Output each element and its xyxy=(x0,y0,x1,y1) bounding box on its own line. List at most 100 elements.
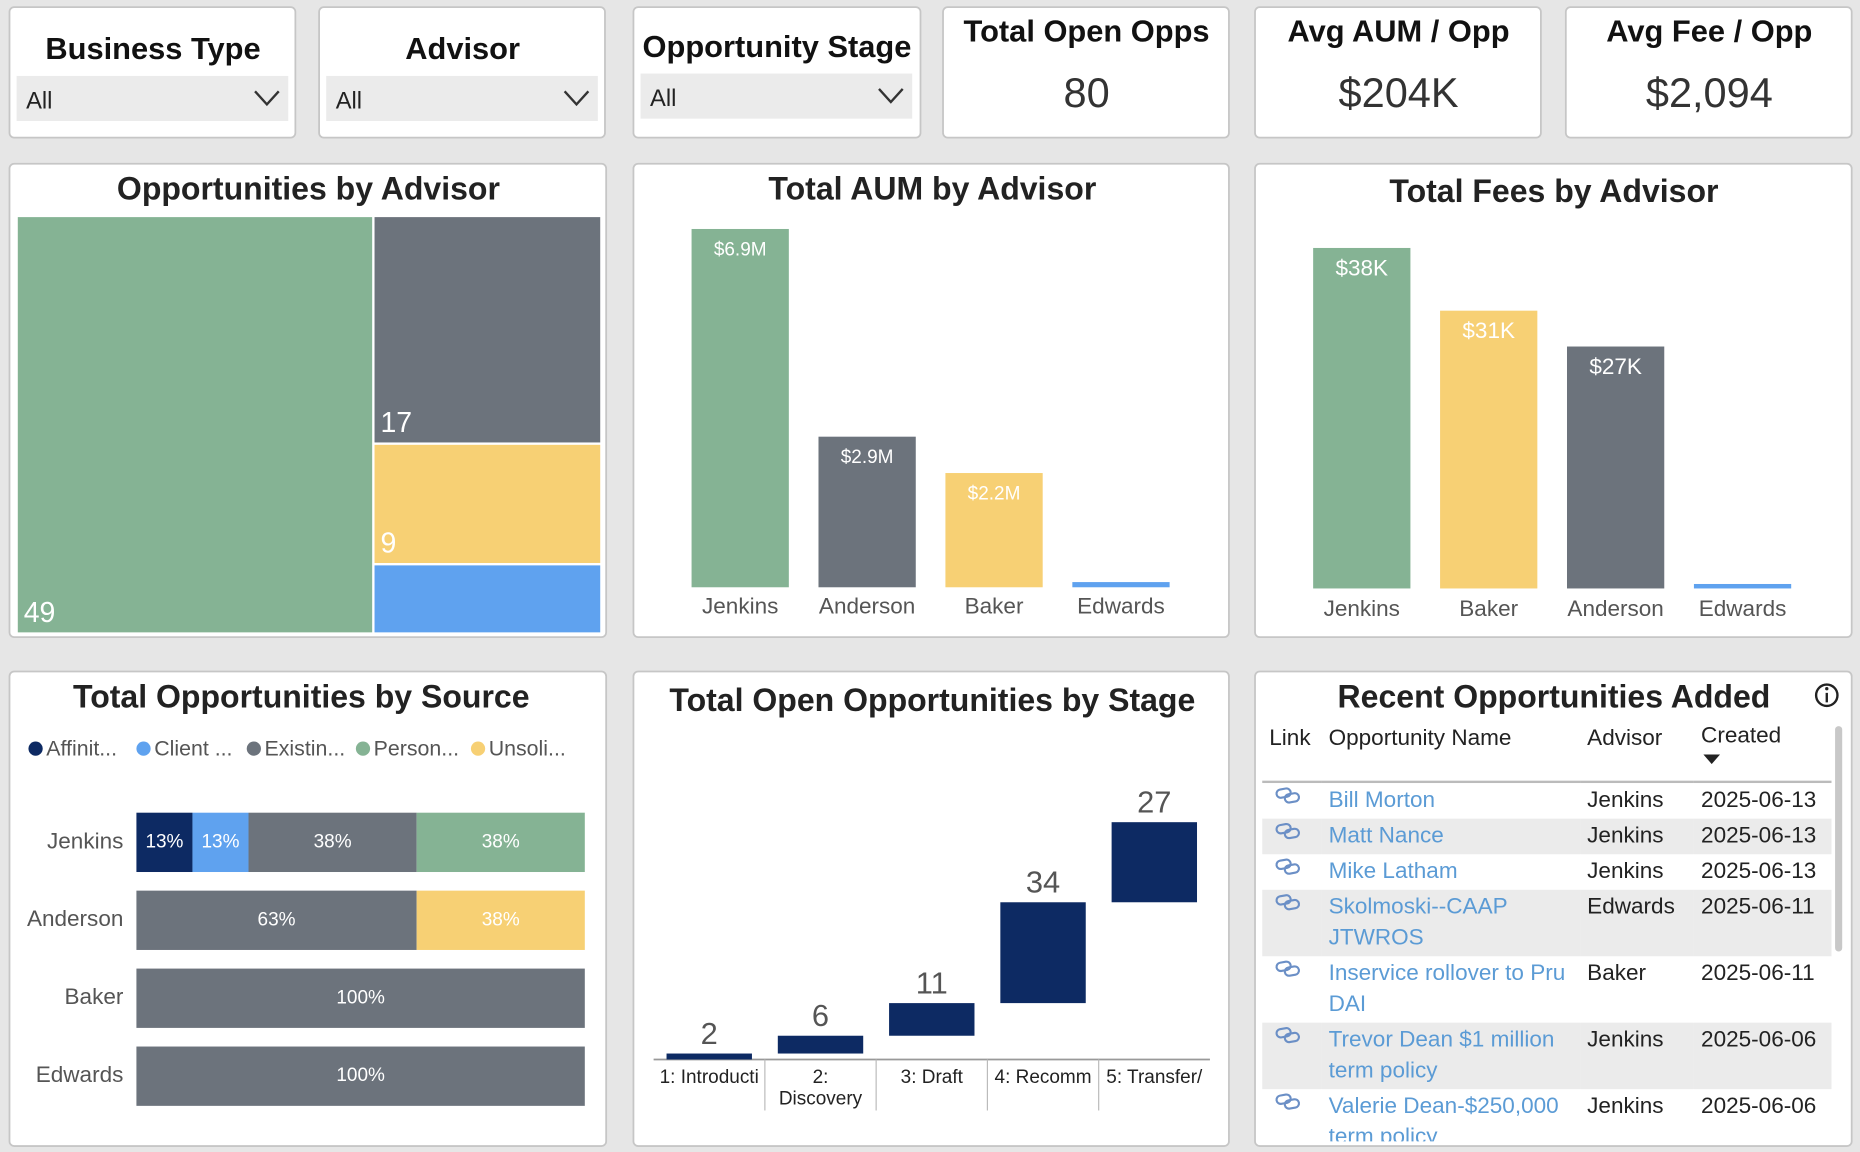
dropdown[interactable] xyxy=(640,73,913,119)
link-icon[interactable] xyxy=(1274,785,1302,806)
waterfall-bar xyxy=(777,1035,864,1054)
x-tick-label: Baker xyxy=(965,593,1024,618)
opportunity-name[interactable]: Bill Morton xyxy=(1328,787,1436,813)
link-cell[interactable] xyxy=(1262,1022,1322,1090)
column-header[interactable]: Opportunity Name xyxy=(1321,721,1581,784)
table-row: Trevor Dean $1 million term policy Jenkin… xyxy=(1262,1022,1832,1090)
sort-indicator xyxy=(1703,754,1721,765)
bar-segment xyxy=(192,812,249,873)
y-tick-label: Edwards xyxy=(36,1062,124,1087)
link-loop xyxy=(1283,1031,1301,1044)
column-header-text[interactable]: Advisor xyxy=(1587,726,1663,751)
treemap-tile xyxy=(374,217,601,443)
table-row: Inservice rollover to Pru DAI Baker 2025-0… xyxy=(1262,956,1831,1022)
dropdown-chevron[interactable] xyxy=(254,90,280,107)
legend-marker xyxy=(28,741,43,756)
link-icon[interactable] xyxy=(1274,1025,1302,1046)
table-cell: Baker xyxy=(1587,960,1647,986)
opportunity-name[interactable]: Inservice rollover to Pru DAI xyxy=(1328,960,1566,1017)
legend-label: Affinit... xyxy=(46,736,117,760)
column-header[interactable]: Created xyxy=(1693,721,1832,784)
legend-label: Person... xyxy=(374,736,459,760)
sort-arrow xyxy=(1703,754,1721,765)
dropdown[interactable] xyxy=(326,75,598,122)
table-title: Recent Opportunities Added xyxy=(1338,678,1771,714)
info-icon-dot xyxy=(1825,687,1829,691)
table-row: Skolmoski--CAAP JTWROS Edwards 2025-06-11 xyxy=(1262,889,1832,957)
opportunity-name[interactable]: Skolmoski--CAAP JTWROS xyxy=(1321,889,1581,957)
link-cell[interactable] xyxy=(1262,782,1321,819)
tile-label: 17 xyxy=(380,407,412,439)
kpi-value: $204K xyxy=(1339,69,1459,116)
filter-label: Opportunity Stage xyxy=(643,29,912,64)
waterfall-bar xyxy=(666,1053,752,1060)
link-cell[interactable] xyxy=(1262,956,1321,1022)
column-header[interactable]: Link xyxy=(1262,721,1322,784)
opportunity-name[interactable]: Trevor Dean $1 million term policy xyxy=(1321,1022,1581,1090)
table-row: Matt Nance Jenkins 2025-06-13 xyxy=(1262,818,1832,855)
bar xyxy=(818,436,916,588)
kpi-label: Total Open Opps xyxy=(964,13,1210,48)
column-header[interactable]: Advisor xyxy=(1580,721,1694,784)
kpi-value: 80 xyxy=(1063,69,1109,116)
dropdown[interactable] xyxy=(16,75,289,122)
link-icon[interactable] xyxy=(1274,959,1302,980)
table-cell: 2025-06-06 xyxy=(1693,1022,1832,1090)
column-header-text[interactable]: Link xyxy=(1269,726,1311,751)
link-icon[interactable] xyxy=(1274,892,1302,913)
link-glyph xyxy=(1275,960,1301,977)
y-tick-label: Jenkins xyxy=(47,828,123,853)
link-loop xyxy=(1283,827,1301,840)
data-label: 13% xyxy=(145,831,183,852)
column-header-text[interactable]: Created xyxy=(1701,723,1782,749)
data-label: 100% xyxy=(336,987,385,1008)
legend-marker xyxy=(355,741,371,756)
legend-marker xyxy=(246,741,261,756)
opportunity-name[interactable]: Mike Latham xyxy=(1328,858,1458,884)
chart-panel xyxy=(632,670,1230,1147)
scrollbar[interactable] xyxy=(1835,726,1843,952)
data-label: 13% xyxy=(202,831,240,852)
waterfall-bar xyxy=(1000,902,1086,1004)
x-tick-label: Anderson xyxy=(1567,596,1663,621)
table: Link Opportunity Name Advisor Created Bill M… xyxy=(1262,721,1832,1142)
chart-title: Total Fees by Advisor xyxy=(1389,173,1718,209)
data-label: 11 xyxy=(916,965,948,1000)
link-icon[interactable] xyxy=(1274,821,1302,842)
link-loop xyxy=(1283,1098,1301,1110)
dropdown-chevron[interactable] xyxy=(563,90,590,107)
chart-title: Opportunities by Advisor xyxy=(117,170,500,206)
table-cell: 2025-06-11 xyxy=(1701,960,1815,986)
link-icon[interactable] xyxy=(1274,1091,1302,1112)
link-cell[interactable] xyxy=(1262,889,1322,957)
bar xyxy=(945,473,1043,588)
table-cell: 2025-06-13 xyxy=(1701,787,1817,813)
legend-label: Client ... xyxy=(154,736,232,760)
bar-segment xyxy=(248,812,417,873)
link-cell[interactable] xyxy=(1262,818,1322,855)
dropdown-chevron[interactable] xyxy=(878,88,904,104)
data-label: 27 xyxy=(1137,785,1171,820)
dropdown-value[interactable]: All xyxy=(336,88,362,114)
link-cell[interactable] xyxy=(1262,1089,1321,1141)
link-icon[interactable] xyxy=(1274,857,1302,878)
table-cell: Jenkins xyxy=(1587,858,1664,884)
link-loop xyxy=(1283,792,1301,804)
treemap-tile xyxy=(374,444,601,564)
column-header-text[interactable]: Opportunity Name xyxy=(1328,726,1512,751)
info-icon[interactable] xyxy=(1814,683,1839,708)
bar xyxy=(1440,310,1538,589)
table-header-row: Link Opportunity Name Advisor Created xyxy=(1262,721,1832,784)
link-cell[interactable] xyxy=(1262,854,1321,890)
dropdown-value[interactable]: All xyxy=(26,88,52,114)
data-label: 38% xyxy=(482,909,520,930)
opportunity-name[interactable]: Matt Nance xyxy=(1321,818,1581,855)
waterfall-bar xyxy=(889,1003,975,1036)
tile-label: 49 xyxy=(24,597,56,629)
table-cell: 2025-06-06 xyxy=(1701,1093,1817,1119)
filter-label: Business Type xyxy=(45,31,260,66)
opportunity-name[interactable]: Valerie Dean-$250,000 term policy xyxy=(1328,1093,1559,1142)
data-label: 38% xyxy=(314,831,352,852)
dropdown-value[interactable]: All xyxy=(650,86,676,112)
data-label: $31K xyxy=(1462,318,1515,343)
